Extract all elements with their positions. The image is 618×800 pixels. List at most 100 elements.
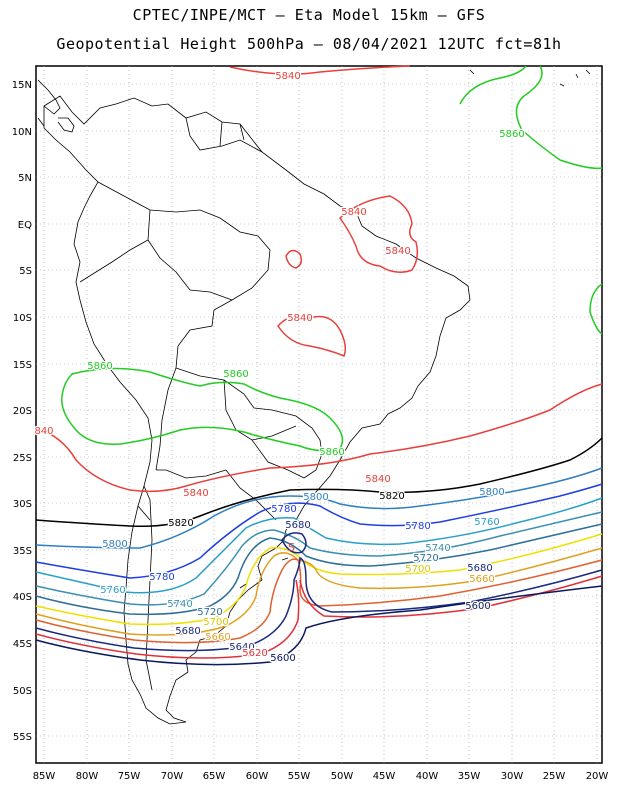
latitude-tick-label: 10S	[13, 313, 32, 324]
lat-lon-grid	[36, 66, 602, 763]
central-america-coast	[37, 79, 75, 133]
contour-value-label: 840	[34, 426, 53, 437]
contour-value-label: 5740	[167, 599, 192, 610]
contour-5740	[35, 511, 603, 606]
contour-value-label: 5840	[275, 71, 300, 82]
contour-value-label: 5800	[303, 492, 328, 503]
contour-value-label: 5840	[183, 488, 208, 499]
longitude-tick-label: 20W	[586, 771, 609, 782]
contour-value-label: 5700	[405, 564, 430, 575]
contour-value-label: 5780	[149, 572, 174, 583]
latitude-tick-label: 10N	[12, 127, 32, 138]
contour-5840-ne-brazil	[339, 195, 419, 273]
latitude-tick-label: 5N	[18, 173, 32, 184]
longitude-tick-label: 25W	[543, 771, 566, 782]
latitude-tick-label: 55S	[13, 732, 32, 743]
coastlines-and-borders	[37, 69, 591, 725]
contour-5800	[35, 467, 603, 549]
contour-value-label: 5740	[425, 543, 450, 554]
contour-value-label: 5760	[474, 517, 499, 528]
latitude-tick-label: 30S	[13, 499, 32, 510]
contour-value-label: 5680	[467, 563, 492, 574]
longitude-tick-label: 55W	[288, 771, 311, 782]
longitude-tick-label: 70W	[161, 771, 184, 782]
map-frame	[35, 65, 603, 764]
latitude-tick-label: 15N	[12, 80, 32, 91]
contour-value-label: 5860	[499, 129, 524, 140]
contour-value-label: 5840	[365, 474, 390, 485]
contour-value-label: 5720	[413, 553, 438, 564]
longitude-tick-label: 60W	[246, 771, 269, 782]
contour-5660	[35, 558, 603, 644]
contour-5840-amazon	[285, 249, 303, 269]
contour-value-label: 5600	[270, 653, 295, 664]
contour-value-label: 5860	[87, 361, 112, 372]
latitude-tick-label: 15S	[13, 360, 32, 371]
latitude-tick-label: 45S	[13, 639, 32, 650]
contour-value-label: 5780	[271, 504, 296, 515]
low-pressure-marker: S	[288, 541, 295, 554]
longitude-tick-label: 30W	[501, 771, 524, 782]
contour-value-label: 5680	[175, 626, 200, 637]
contour-value-label: 5860	[319, 447, 344, 458]
contour-5700	[35, 533, 603, 626]
islands	[239, 69, 591, 589]
axis-tick-labels: 15N 10N 5N EQ 5S 10S 15S 20S 25S 30S 35S 40S 45S 50S 5…	[12, 80, 609, 782]
latitude-tick-label: 40S	[13, 592, 32, 603]
latitude-tick-label: 35S	[13, 546, 32, 557]
contour-value-label: 5860	[223, 369, 248, 380]
longitude-tick-label: 65W	[203, 771, 226, 782]
contour-5720	[35, 523, 603, 616]
latitude-tick-label: EQ	[18, 220, 32, 231]
longitude-tick-label: 75W	[118, 771, 141, 782]
contour-low-center	[281, 532, 307, 554]
contour-5640	[35, 556, 603, 652]
map-title-line1: CPTEC/INPE/MCT – Eta Model 15km – GFS	[132, 6, 486, 24]
map-title-line2: Geopotential Height 500hPa – 08/04/2021 …	[56, 35, 562, 53]
longitude-tick-label: 40W	[416, 771, 439, 782]
longitude-tick-label: 50W	[331, 771, 354, 782]
height-contours	[35, 65, 603, 666]
contour-5600	[35, 585, 603, 666]
longitude-tick-label: 35W	[458, 771, 481, 782]
contour-value-label: 5620	[242, 648, 267, 659]
contour-value-label: 5660	[469, 574, 494, 585]
brazil-borders	[97, 181, 323, 479]
contour-value-label: 5720	[197, 607, 222, 618]
contour-value-label: 5760	[100, 585, 125, 596]
contour-5820	[35, 437, 603, 528]
latitude-tick-label: 50S	[13, 686, 32, 697]
contour-value-label: 5840	[385, 246, 410, 257]
contour-value-label: 5820	[379, 491, 404, 502]
contour-value-label: 5780	[405, 521, 430, 532]
contour-value-label: 5800	[102, 539, 127, 550]
contour-value-label: 5700	[203, 617, 228, 628]
contour-5840-central-brazil	[277, 315, 347, 357]
longitude-tick-label: 85W	[33, 771, 56, 782]
contour-value-label: 5600	[465, 601, 490, 612]
contour-5680	[35, 547, 603, 636]
contour-value-label: 5680	[285, 520, 310, 531]
contour-5760	[35, 497, 603, 594]
longitude-tick-label: 45W	[373, 771, 396, 782]
contour-value-labels: 5840 5840 5840 5840 5840 5840 840 5860 5860 5860 5…	[33, 70, 526, 666]
contour-value-label: 5840	[341, 207, 366, 218]
contour-5840-north	[229, 65, 411, 75]
contour-value-label: 5840	[287, 313, 312, 324]
contour-5860-northeast	[459, 65, 603, 170]
contour-5780	[35, 483, 603, 579]
latitude-tick-label: 25S	[13, 453, 32, 464]
latitude-tick-label: 20S	[13, 406, 32, 417]
contour-5860-central	[61, 367, 344, 452]
contour-5620	[35, 575, 603, 659]
contour-value-label: 5660	[205, 632, 230, 643]
contour-5840-main	[35, 383, 603, 493]
contour-value-label: 5800	[479, 487, 504, 498]
contour-5860-east	[589, 283, 603, 335]
latitude-tick-label: 5S	[19, 266, 32, 277]
contour-value-label: 5640	[229, 642, 254, 653]
south-america-coastline	[43, 95, 471, 725]
contour-value-label: 5820	[168, 518, 193, 529]
longitude-tick-label: 80W	[76, 771, 99, 782]
